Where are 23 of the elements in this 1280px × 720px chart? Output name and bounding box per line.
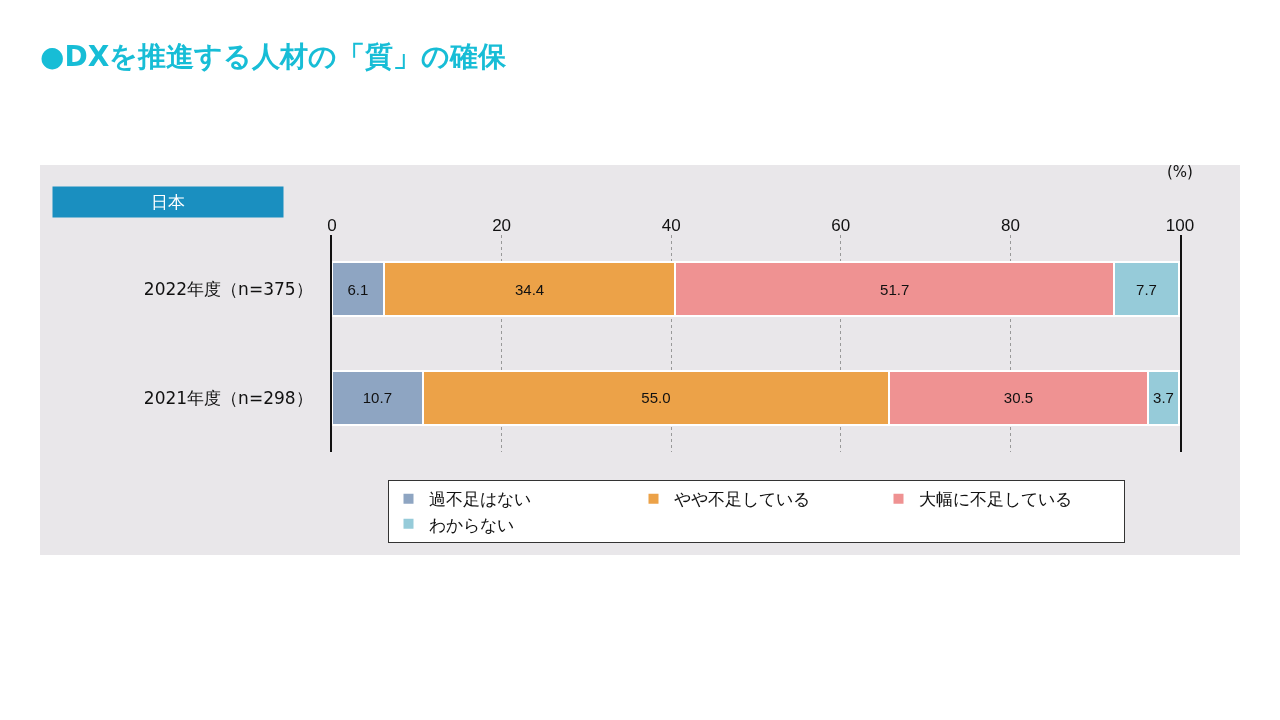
x-tick-label: 40 <box>661 215 681 235</box>
legend-label: わからない <box>428 514 514 535</box>
x-tick-label: 60 <box>831 215 851 235</box>
y-tick-label: 2022年度（n=375） <box>143 279 313 300</box>
data-label: 6.1 <box>347 280 369 298</box>
data-label: 3.7 <box>1153 389 1174 407</box>
text: 日本 <box>151 192 185 212</box>
text: (%) <box>1167 163 1193 181</box>
data-label: 51.7 <box>880 280 910 298</box>
x-tick-label: 80 <box>1000 215 1020 235</box>
data-label: 7.7 <box>1136 280 1157 298</box>
data-label: 34.4 <box>514 280 545 298</box>
y-tick-label: 2021年度（n=298） <box>143 387 313 408</box>
x-tick-label: 20 <box>492 215 512 235</box>
legend-label: 過不足はない <box>428 489 531 510</box>
x-tick-label: 100 <box>1165 215 1195 235</box>
legend-label: やや不足している <box>673 489 810 510</box>
legend-label: 大幅に不足している <box>918 489 1072 510</box>
x-tick-label: 0 <box>327 215 337 235</box>
chart-title: ●DXを推進する人材の「質」の確保 <box>40 39 507 75</box>
data-label: 10.7 <box>362 389 392 407</box>
data-label: 30.5 <box>1003 389 1034 407</box>
data-label: 55.0 <box>641 389 671 407</box>
